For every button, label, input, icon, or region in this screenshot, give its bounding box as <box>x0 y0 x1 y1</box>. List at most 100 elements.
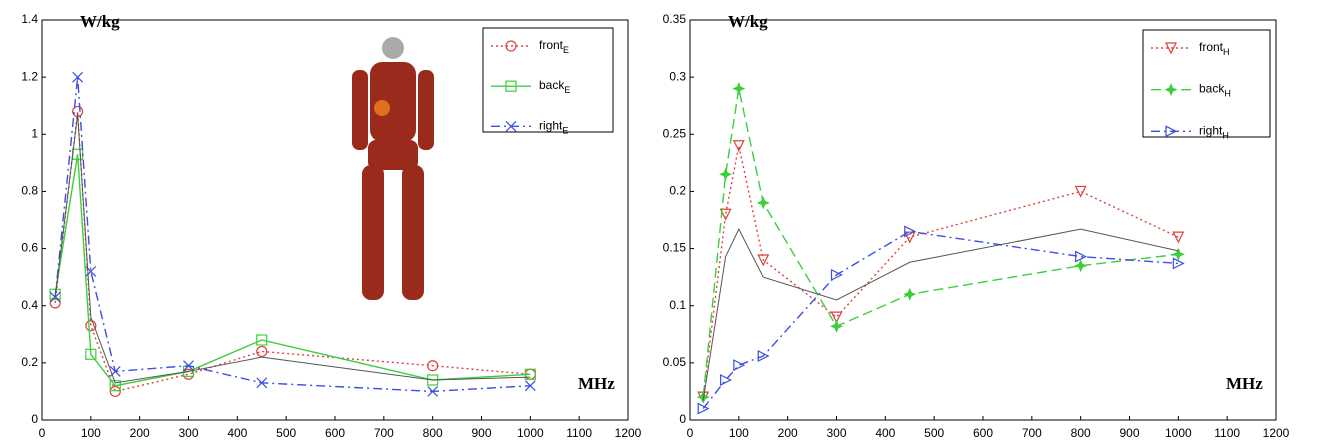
x-tick-label: 900 <box>1119 426 1139 440</box>
y-tick-label: 1 <box>31 126 38 140</box>
point <box>183 360 194 372</box>
y-tick-label: 0.4 <box>21 298 38 312</box>
x-axis-label: MHz <box>578 374 615 393</box>
x-axis-label: MHz <box>1226 374 1263 393</box>
series-line <box>54 77 531 393</box>
point <box>505 120 517 132</box>
x-tick-label: 400 <box>875 426 895 440</box>
y-tick-label: 0 <box>31 412 38 426</box>
legend-label: rightE <box>539 119 568 136</box>
point <box>49 291 61 303</box>
point <box>1164 83 1178 97</box>
point <box>49 288 61 300</box>
y-tick-label: 0.2 <box>21 355 38 369</box>
point <box>697 402 710 415</box>
x-tick-label: 700 <box>1022 426 1042 440</box>
point <box>757 254 770 267</box>
legend-label: frontH <box>1199 40 1230 57</box>
point <box>903 231 916 244</box>
point <box>756 196 770 210</box>
series-line <box>702 145 1179 398</box>
legend-name: right <box>539 119 563 133</box>
point <box>903 287 917 301</box>
x-tick-label: 200 <box>778 426 798 440</box>
legend-name: right <box>1199 123 1223 137</box>
y-tick-label: 0 <box>679 412 686 426</box>
x-tick-label: 1000 <box>1165 426 1192 440</box>
point <box>256 377 268 389</box>
point <box>72 71 84 83</box>
point <box>1074 259 1088 273</box>
y-tick-label: 0.35 <box>663 12 687 26</box>
x-tick-label: 500 <box>924 426 944 440</box>
point <box>505 80 517 92</box>
point <box>1165 42 1177 55</box>
x-tick-label: 300 <box>826 426 846 440</box>
point <box>256 334 268 346</box>
y-tick-label: 0.15 <box>663 241 687 255</box>
x-tick-label: 800 <box>1071 426 1091 440</box>
y-tick-label: 0.3 <box>669 69 686 83</box>
y-axis-label: W/kg <box>80 12 120 31</box>
point <box>757 350 770 362</box>
x-tick-label: 1100 <box>566 426 592 440</box>
point <box>427 360 439 372</box>
point <box>696 390 710 404</box>
point <box>109 385 121 398</box>
x-tick-label: 1100 <box>1214 426 1240 440</box>
point <box>733 359 746 372</box>
y-tick-label: 0.25 <box>663 126 687 140</box>
point <box>1165 125 1178 138</box>
point <box>109 380 121 392</box>
point <box>524 368 536 380</box>
legend-label: rightH <box>1199 123 1229 140</box>
x-tick-label: 0 <box>687 426 694 440</box>
point <box>1074 185 1087 198</box>
series-line <box>54 154 531 387</box>
y-tick-label: 0.05 <box>663 355 687 369</box>
legend-subscript: H <box>1222 131 1229 141</box>
point <box>829 319 844 333</box>
legend-label: frontE <box>539 38 569 55</box>
point <box>85 348 97 360</box>
x-tick-label: 900 <box>471 426 491 440</box>
y-tick-label: 0.8 <box>21 184 38 198</box>
point <box>732 82 746 96</box>
series-line <box>702 88 1179 398</box>
point <box>505 40 517 52</box>
body-figure <box>352 37 434 300</box>
y-tick-label: 1.4 <box>21 12 38 26</box>
point <box>256 345 268 358</box>
point <box>109 366 121 377</box>
series-line <box>54 114 531 384</box>
legend-label: backE <box>539 78 570 95</box>
point <box>1171 247 1185 261</box>
point <box>719 208 732 221</box>
y-tick-label: 0.1 <box>669 298 686 312</box>
series-line <box>702 228 1179 401</box>
point <box>720 374 732 386</box>
point <box>1075 250 1088 263</box>
point <box>1172 231 1185 244</box>
x-tick-label: 500 <box>276 426 296 440</box>
y-axis-label: W/kg <box>728 12 768 31</box>
point <box>904 225 917 238</box>
y-tick-label: 1.2 <box>21 69 38 83</box>
legend-subscript: E <box>564 86 570 96</box>
x-tick-label: 100 <box>729 426 749 440</box>
legend-name: front <box>1199 40 1224 54</box>
x-tick-label: 400 <box>227 426 247 440</box>
point <box>719 167 733 181</box>
point <box>427 386 439 397</box>
series-line <box>54 111 531 393</box>
legend-subscript: H <box>1223 47 1230 57</box>
series-line <box>702 230 1179 410</box>
plot: 0 100 200 300 400 500 600 700 800 900 1000 1100 1200… <box>663 12 1290 440</box>
legend-name: back <box>1199 82 1225 96</box>
y-tick-label: 0.2 <box>669 184 686 198</box>
x-tick-label: 300 <box>178 426 198 440</box>
legend <box>482 27 614 133</box>
point <box>732 140 745 153</box>
x-tick-label: 600 <box>325 426 345 440</box>
